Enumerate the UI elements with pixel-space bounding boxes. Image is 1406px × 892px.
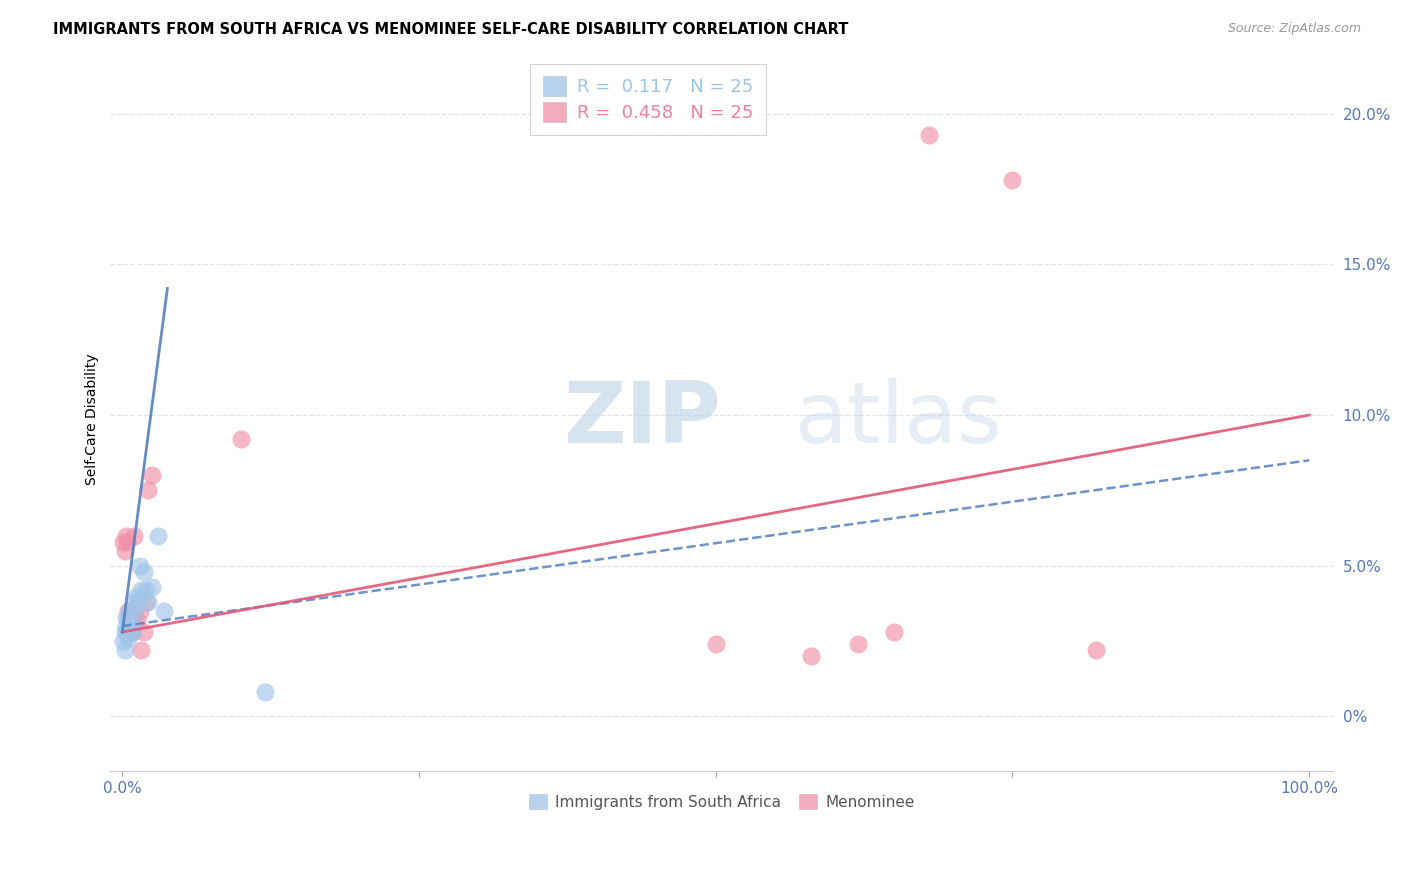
Point: [138, 595, 160, 609]
Text: atlas: atlas: [794, 378, 1002, 461]
Point: [118, 619, 141, 633]
Point: [117, 631, 139, 645]
Point: [115, 625, 138, 640]
Point: [138, 483, 160, 498]
Text: ZIP: ZIP: [562, 378, 720, 461]
Point: [122, 595, 145, 609]
Point: [115, 619, 138, 633]
Point: [1084, 643, 1107, 657]
Point: [122, 528, 145, 542]
Point: [704, 637, 727, 651]
Point: [129, 643, 152, 657]
Point: [125, 589, 148, 603]
Point: [132, 625, 155, 640]
Point: [124, 604, 146, 618]
Point: [229, 432, 252, 446]
Point: [112, 634, 135, 648]
Point: [118, 604, 141, 618]
Point: [120, 610, 142, 624]
Point: [117, 613, 139, 627]
Point: [115, 528, 138, 542]
Point: [115, 610, 138, 624]
Text: Source: ZipAtlas.com: Source: ZipAtlas.com: [1227, 22, 1361, 36]
Point: [122, 613, 145, 627]
Point: [846, 637, 869, 651]
Point: [127, 595, 149, 609]
Point: [153, 604, 176, 618]
Point: [122, 625, 145, 640]
Point: [129, 582, 152, 597]
Point: [883, 625, 905, 640]
Point: [135, 595, 157, 609]
Point: [121, 625, 143, 640]
Point: [918, 128, 941, 142]
Point: [129, 558, 152, 573]
Point: [112, 534, 135, 549]
Point: [117, 604, 139, 618]
Point: [114, 625, 136, 640]
Point: [132, 565, 155, 579]
Legend: Immigrants from South Africa, Menominee: Immigrants from South Africa, Menominee: [523, 788, 921, 815]
Point: [141, 468, 163, 483]
Point: [125, 613, 148, 627]
Point: [1001, 173, 1024, 187]
Point: [129, 604, 152, 618]
Y-axis label: Self-Care Disability: Self-Care Disability: [86, 354, 100, 485]
Point: [121, 619, 143, 633]
Point: [141, 580, 163, 594]
Point: [115, 534, 138, 549]
Point: [800, 649, 823, 664]
Point: [114, 543, 136, 558]
Text: IMMIGRANTS FROM SOUTH AFRICA VS MENOMINEE SELF-CARE DISABILITY CORRELATION CHART: IMMIGRANTS FROM SOUTH AFRICA VS MENOMINE…: [53, 22, 849, 37]
Point: [146, 528, 169, 542]
Point: [120, 619, 142, 633]
Point: [114, 643, 136, 657]
Point: [253, 685, 276, 699]
Point: [135, 582, 157, 597]
